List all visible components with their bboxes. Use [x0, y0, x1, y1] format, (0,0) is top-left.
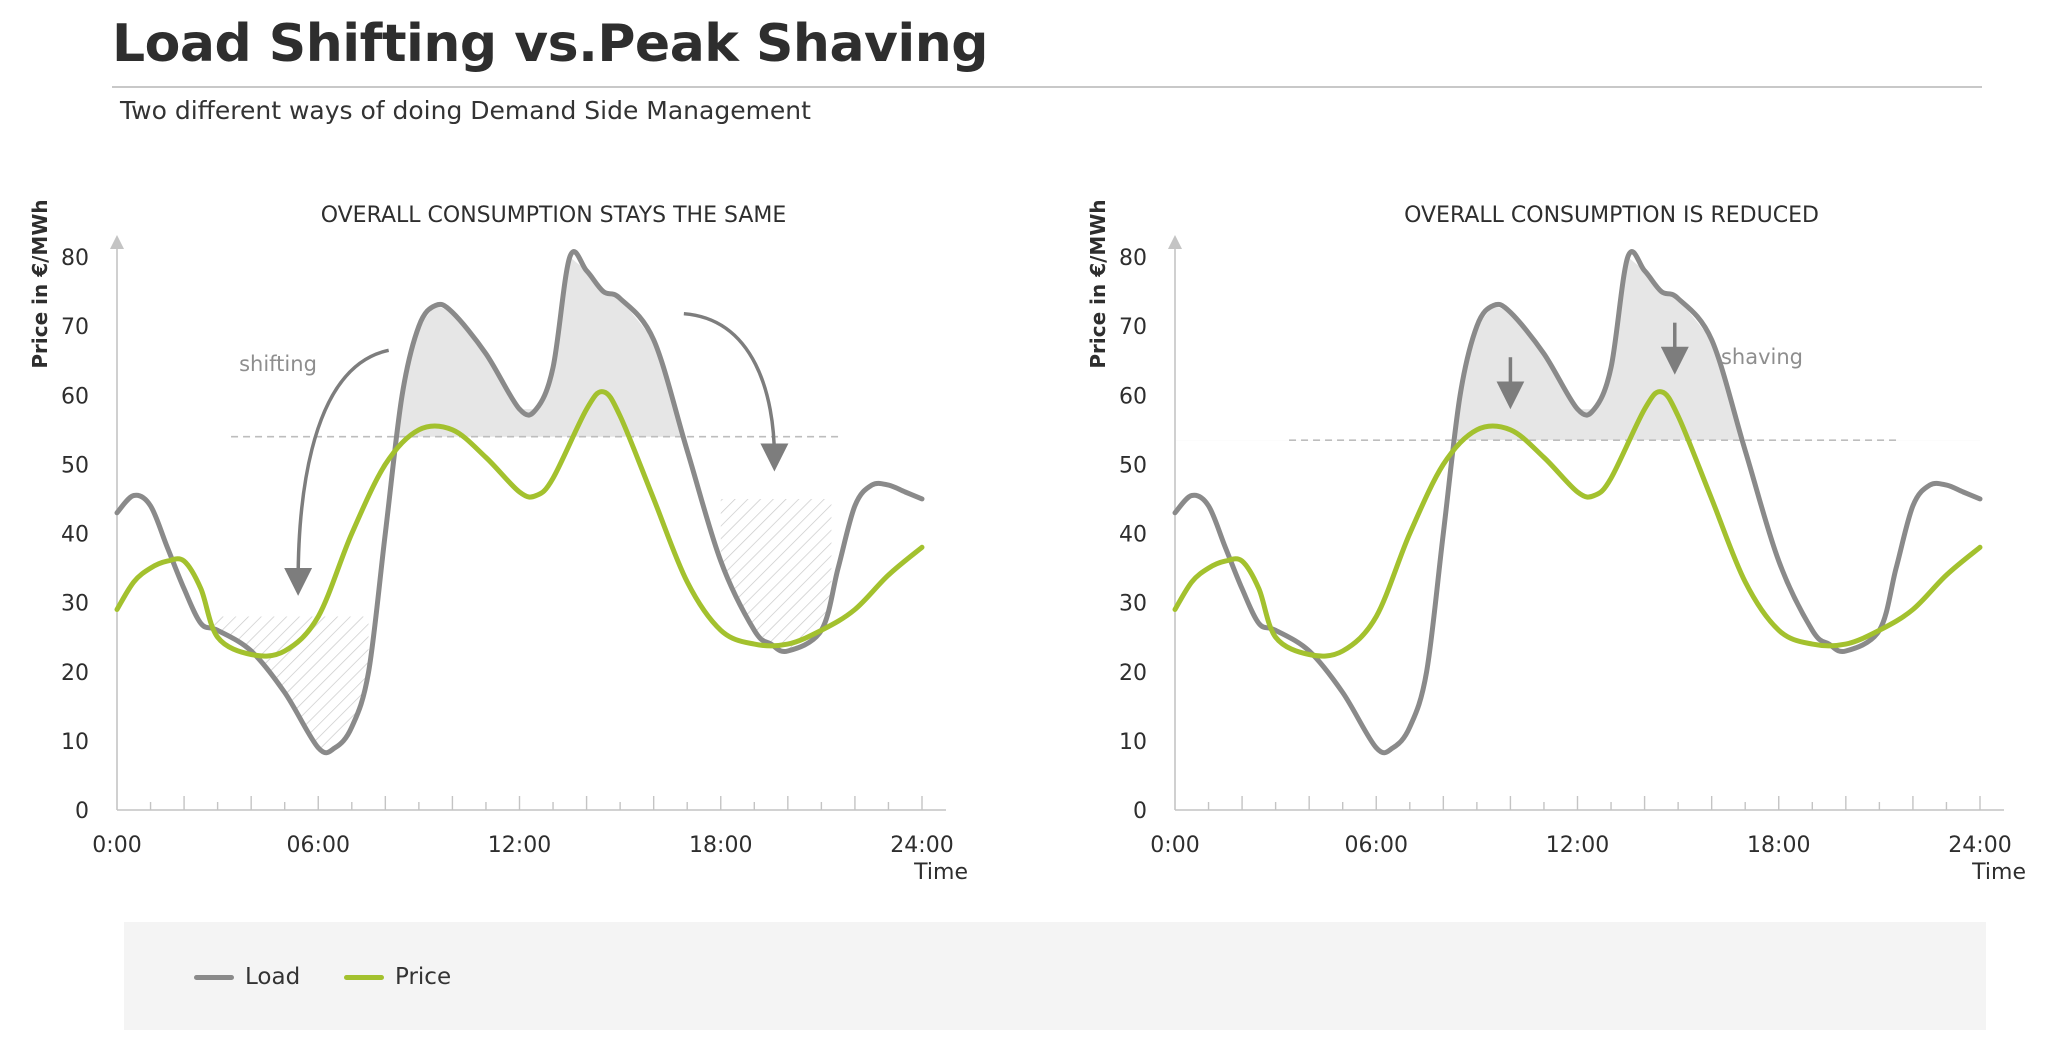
legend-label-price: Price [395, 964, 452, 990]
y-tick-label: 30 [61, 592, 89, 617]
x-tick-label: 18:00 [1747, 833, 1810, 858]
y-tick-label: 0 [1133, 799, 1147, 824]
x-tick-label: 12:00 [1546, 833, 1609, 858]
chart-title: OVERALL CONSUMPTION STAYS THE SAME [321, 203, 787, 228]
y-axis-label: Price in €/MWh [28, 199, 52, 368]
x-axis-label: Time [1971, 860, 2026, 885]
y-axis-arrow [110, 235, 124, 249]
legend-swatch-load [194, 974, 234, 980]
y-tick-label: 50 [1119, 453, 1147, 478]
x-tick-label: 24:00 [1948, 833, 2011, 858]
series-line-load [1172, 249, 1983, 756]
x-tick-label: 06:00 [1345, 833, 1408, 858]
legend-label-load: Load [245, 964, 301, 990]
legend-item-price: Price [344, 962, 451, 992]
y-tick-label: 60 [1119, 384, 1147, 409]
y-axis-label: Price in €/MWh [1086, 199, 1110, 368]
y-tick-label: 40 [61, 523, 89, 548]
legend-item-load: Load [194, 962, 300, 992]
series-line-price [114, 389, 925, 659]
shifting-arrow-left [284, 348, 390, 596]
y-tick-label: 10 [1119, 730, 1147, 755]
x-tick-label: 0:00 [1150, 833, 1199, 858]
y-tick-label: 80 [61, 246, 89, 271]
y-tick-label: 60 [61, 384, 89, 409]
series-line-load [114, 249, 925, 756]
x-tick-label: 24:00 [890, 833, 953, 858]
legend: Load Price [124, 922, 1986, 1030]
shifted-area-hatched-1 [210, 616, 369, 748]
title-divider [112, 86, 1982, 88]
y-tick-label: 30 [1119, 592, 1147, 617]
shifted-area-hatched-2 [720, 498, 832, 651]
x-tick-label: 0:00 [92, 833, 141, 858]
y-tick-label: 70 [1119, 315, 1147, 340]
x-tick-label: 12:00 [488, 833, 551, 858]
y-axis-arrow [1168, 235, 1182, 249]
y-tick-label: 40 [1119, 523, 1147, 548]
annotation-shaving: shaving [1721, 345, 1803, 369]
y-tick-label: 70 [61, 315, 89, 340]
y-tick-label: 20 [61, 661, 89, 686]
page-title: Load Shifting vs.Peak Shaving [112, 14, 989, 74]
chart-title: OVERALL CONSUMPTION IS REDUCED [1404, 203, 1819, 228]
shifting-arrow-right [683, 311, 789, 472]
y-tick-label: 0 [75, 799, 89, 824]
series-line-price [1172, 389, 1983, 659]
x-tick-label: 18:00 [689, 833, 752, 858]
page-subtitle: Two different ways of doing Demand Side … [120, 96, 811, 125]
peak-area-shaded [1175, 257, 1980, 441]
y-tick-label: 80 [1119, 246, 1147, 271]
x-axis-label: Time [913, 860, 968, 885]
x-tick-label: 06:00 [287, 833, 350, 858]
y-tick-label: 10 [61, 730, 89, 755]
y-tick-label: 20 [1119, 661, 1147, 686]
legend-swatch-price [344, 974, 384, 980]
annotation-shifting: shifting [239, 352, 317, 376]
y-tick-label: 50 [61, 453, 89, 478]
